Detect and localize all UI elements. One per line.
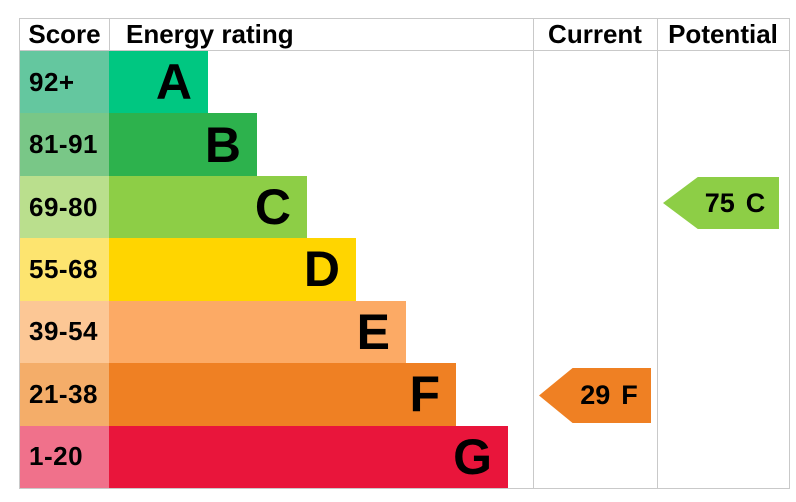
score-range-label: 1-20 (20, 425, 109, 488)
band-bar: G (109, 425, 508, 488)
band-row-a: 92+ A (20, 51, 789, 114)
band-row-d: 55-68 D (20, 238, 789, 301)
header-row: Score Energy rating Current Potential (20, 19, 789, 51)
score-column-header: Score (28, 19, 101, 49)
band-bar: C (109, 175, 307, 239)
current-column-header: Current (548, 19, 642, 49)
band-letter: B (204, 116, 241, 173)
score-range-label: 81-91 (20, 113, 109, 176)
potential-rating-band: C (745, 187, 766, 218)
score-range-label: 69-80 (20, 175, 109, 239)
band-bar: F (109, 363, 456, 426)
band-bar: E (109, 300, 406, 364)
band-row-e: 39-54 E (20, 300, 789, 364)
band-row-g: 1-20 G (20, 425, 789, 488)
current-rating-value: 29 (580, 380, 611, 410)
band-letter: E (356, 303, 390, 360)
score-range-label: 39-54 (20, 300, 109, 364)
band-letter: F (409, 366, 440, 423)
band-bar: D (109, 238, 356, 301)
band-rows: 92+ A 81-91 B 69-80 C 55-68 D 39-54 E 21… (20, 51, 789, 488)
band-letter: C (254, 179, 291, 236)
band-letter: G (453, 428, 492, 485)
score-rating-divider (109, 19, 110, 51)
potential-column-divider (657, 19, 658, 488)
current-rating-band: F (621, 380, 638, 410)
band-row-b: 81-91 B (20, 113, 789, 176)
potential-column-header: Potential (668, 19, 778, 49)
band-row-c: 69-80 C (20, 175, 789, 239)
potential-rating-value: 75 (704, 187, 735, 218)
score-range-label: 55-68 (20, 238, 109, 301)
epc-chart: Score Energy rating Current Potential 92… (19, 18, 790, 489)
band-letter: D (303, 241, 340, 298)
band-bar: A (109, 51, 208, 114)
energy-rating-column-header: Energy rating (126, 19, 294, 49)
current-column-divider (533, 19, 534, 488)
score-range-label: 21-38 (20, 363, 109, 426)
band-row-f: 21-38 F (20, 363, 789, 426)
band-bar: B (109, 113, 257, 176)
score-range-label: 92+ (20, 51, 109, 114)
band-letter: A (155, 54, 192, 111)
